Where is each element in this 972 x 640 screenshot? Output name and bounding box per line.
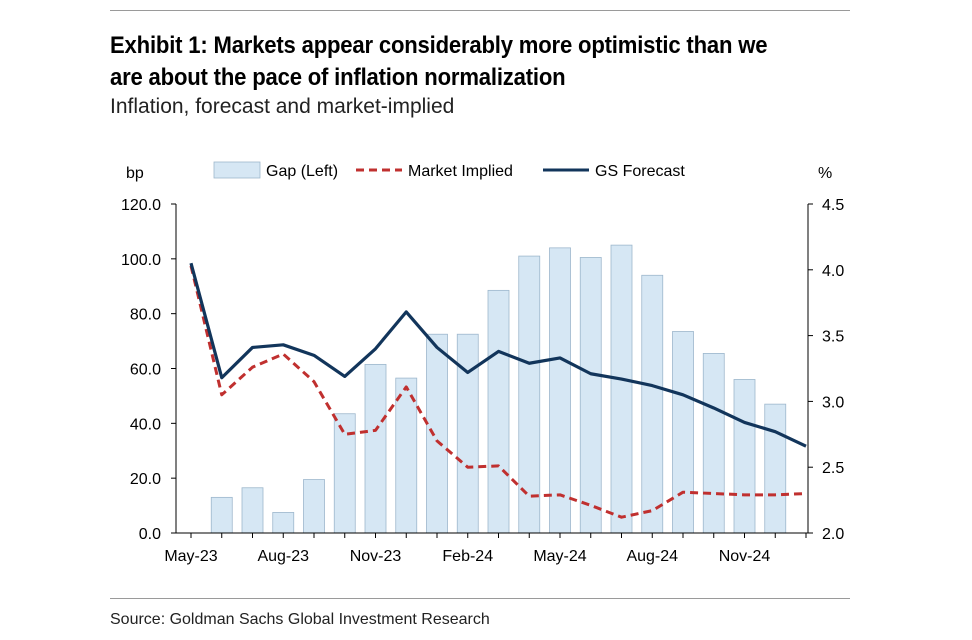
x-tick-label: Feb-24 xyxy=(442,548,493,565)
right-tick-label: 3.5 xyxy=(822,329,844,346)
left-axis-unit: bp xyxy=(126,165,144,182)
right-tick-label: 4.5 xyxy=(822,197,844,214)
source-note: Source: Goldman Sachs Global Investment … xyxy=(110,611,490,628)
right-tick-label: 4.0 xyxy=(822,263,844,280)
left-tick-label: 0.0 xyxy=(139,526,161,543)
gap-bar-Nov-24 xyxy=(733,379,756,534)
gap-bar-Jan-24 xyxy=(426,333,448,534)
left-tick-label: 20.0 xyxy=(130,471,161,488)
gap-bars xyxy=(210,244,787,534)
right-tick-label: 2.5 xyxy=(822,460,844,477)
gap-bar-Feb-24 xyxy=(456,333,479,534)
gap-bar-Jun-23 xyxy=(210,496,233,534)
legend-label-gs-forecast: GS Forecast xyxy=(595,163,685,180)
left-tick-label: 100.0 xyxy=(121,252,161,269)
gap-bar-Mar-24 xyxy=(487,289,510,534)
x-tick-label: May-23 xyxy=(164,548,217,565)
chart: 0.0 20.0 40.0 60.0 80.0 100.0 120.0 2.0 2.5 3.0 3.… xyxy=(121,161,844,565)
gap-bar-Jul-24 xyxy=(610,244,633,534)
gap-bar-Sep-24 xyxy=(672,331,694,534)
x-tick-label: Aug-23 xyxy=(257,548,309,565)
series-lines xyxy=(189,262,807,519)
gap-bar-Oct-23 xyxy=(333,413,356,534)
right-axis-unit: % xyxy=(818,165,832,182)
legend: Gap (Left) Market Implied GS Forecast xyxy=(213,161,685,180)
axes: 0.0 20.0 40.0 60.0 80.0 100.0 120.0 2.0 2.5 3.0 3.… xyxy=(121,165,844,565)
legend-label-market-implied: Market Implied xyxy=(408,163,513,180)
x-tick-label: Aug-24 xyxy=(626,548,678,565)
legend-label-gap: Gap (Left) xyxy=(266,163,338,180)
gap-bar-Jun-24 xyxy=(579,257,602,534)
bottom-rule xyxy=(110,598,850,599)
gap-bar-Oct-24 xyxy=(702,353,725,534)
top-rule xyxy=(110,10,850,11)
gap-bar-Apr-24 xyxy=(518,255,541,534)
legend-swatch-gap xyxy=(213,161,261,179)
left-tick-label: 40.0 xyxy=(130,416,161,433)
right-tick-label: 3.0 xyxy=(822,394,844,411)
gap-bar-Nov-23 xyxy=(364,363,387,534)
right-tick-label: 2.0 xyxy=(822,526,844,543)
chart-subtitle: Inflation, forecast and market-implied xyxy=(110,95,455,118)
gap-bar-Jul-23 xyxy=(241,487,264,534)
chart-title: Exhibit 1: Markets appear considerably m… xyxy=(110,32,768,91)
left-tick-label: 120.0 xyxy=(121,197,161,214)
gap-bar-May-24 xyxy=(549,247,571,534)
x-tick-label: Nov-23 xyxy=(350,548,402,565)
x-tick-label: Nov-24 xyxy=(719,548,771,565)
x-tick-label: May-24 xyxy=(533,548,586,565)
gap-bar-Aug-23 xyxy=(272,512,295,534)
gap-bar-Sep-23 xyxy=(303,479,325,534)
left-tick-label: 60.0 xyxy=(130,362,161,379)
gap-bar-Aug-24 xyxy=(641,274,664,534)
gap-bar-Dec-24 xyxy=(764,403,787,534)
left-tick-label: 80.0 xyxy=(130,307,161,324)
